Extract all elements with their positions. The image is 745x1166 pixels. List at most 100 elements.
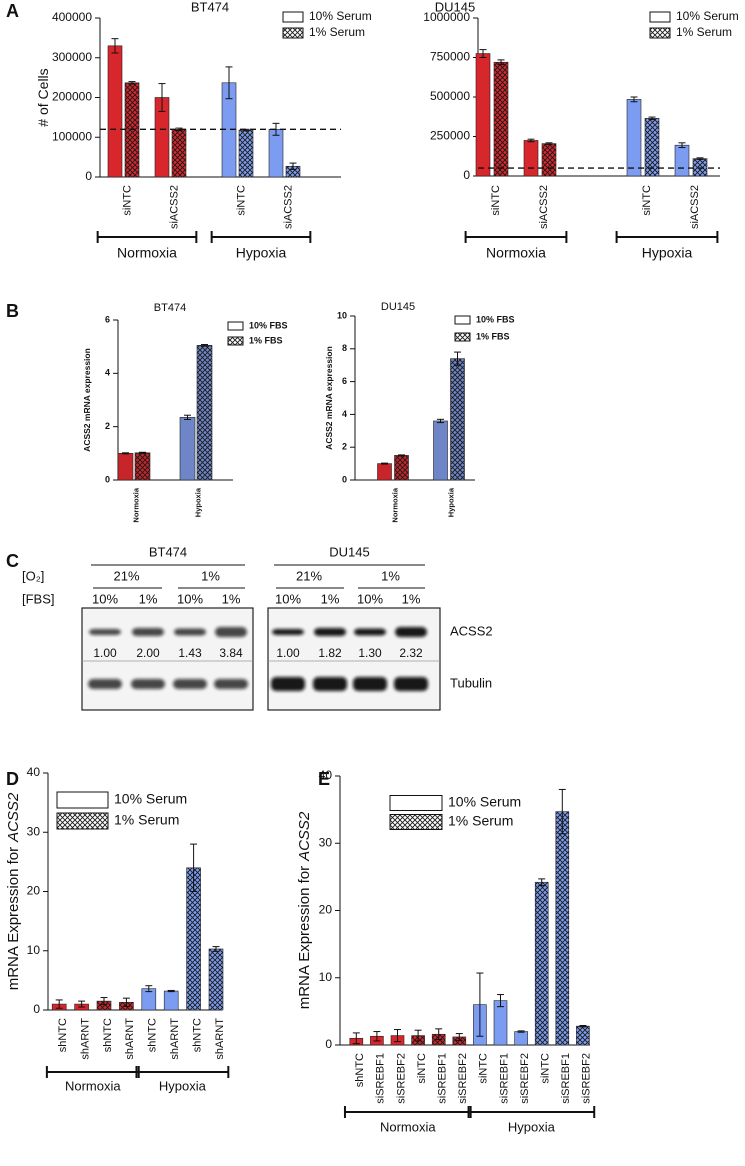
x-tick-label: siNTC — [235, 185, 247, 216]
bar — [692, 158, 708, 177]
group-label: Normoxia — [117, 245, 177, 261]
y-tick-label: 2 — [342, 442, 347, 452]
error-bar — [497, 994, 504, 1008]
y-tick-label: 20 — [27, 884, 41, 898]
bar — [555, 811, 570, 1046]
error-bar — [212, 946, 220, 952]
error-bar — [100, 997, 108, 1006]
legend-swatch — [56, 812, 109, 830]
y-tick-label: 200000 — [52, 90, 92, 104]
error-bar — [630, 96, 638, 103]
y-tick-label: 30 — [27, 824, 41, 838]
legend-label: 1% FBS — [249, 335, 283, 345]
y-tick-label: 1000000 — [423, 10, 470, 24]
bar — [541, 143, 557, 177]
x-tick-label: siSREBF2 — [581, 1053, 593, 1104]
legend-label: 10% Serum — [114, 791, 187, 807]
error-bar — [175, 127, 183, 131]
legend-swatch — [227, 321, 244, 331]
legend-swatch — [282, 11, 304, 23]
fbs-level: 10% — [275, 591, 301, 606]
x-tick-label: siACSS2 — [689, 185, 701, 229]
bar — [171, 129, 187, 178]
x-tick-label: Normoxia — [132, 487, 141, 522]
x-tick-label: shARNT — [124, 1018, 136, 1060]
y-axis-label-text: ACSS2 mRNA expression — [324, 346, 334, 450]
error-bar — [497, 59, 505, 66]
error-bar — [352, 1032, 360, 1045]
error-bar — [55, 999, 63, 1009]
error-bar — [167, 989, 175, 993]
error-bar — [648, 116, 656, 121]
fbs-level: 10% — [92, 591, 118, 606]
error-bar — [696, 157, 704, 160]
acss2-band — [89, 629, 121, 635]
acss2-band — [215, 627, 247, 637]
error-bar — [373, 1031, 381, 1042]
error-bar — [225, 66, 233, 100]
error-bar — [454, 351, 461, 366]
bar — [433, 420, 448, 481]
y-axis-label: mRNA Expression for ACSS2 — [5, 792, 22, 990]
y-axis-label-text: mRNA Expression for — [296, 866, 313, 1009]
x-tick-label: siNTC — [416, 1053, 428, 1084]
x-tick-label: siNTC — [539, 1053, 551, 1084]
error-bar — [122, 997, 130, 1007]
error-bar — [455, 1033, 463, 1041]
bar — [179, 417, 196, 481]
bar — [493, 61, 509, 177]
row-label: [O₂] — [22, 568, 44, 583]
acss2-band — [272, 629, 304, 635]
bar — [534, 881, 549, 1046]
chart-title: BT474 — [154, 302, 186, 314]
bar — [208, 948, 224, 1011]
legend-label: 1% Serum — [448, 813, 513, 829]
band-quantification: 2.32 — [399, 646, 423, 660]
group-label: Hypoxia — [159, 1078, 207, 1093]
legend-swatch — [454, 315, 471, 325]
band-quantification: 3.84 — [219, 646, 243, 660]
y-tick-label: 40 — [27, 765, 41, 779]
panel-label: B — [6, 301, 19, 321]
fbs-level: 1% — [222, 591, 241, 606]
o2-level: 21% — [113, 568, 139, 583]
o2-level: 21% — [296, 568, 322, 583]
x-tick-label: siSREBF1 — [375, 1053, 387, 1104]
fbs-level: 10% — [357, 591, 383, 606]
legend-label: 10% Serum — [448, 794, 521, 810]
x-tick-label: shARNT — [79, 1018, 91, 1060]
error-bar — [437, 418, 444, 424]
y-tick-label: 2 — [105, 421, 110, 431]
group-label: Normoxia — [65, 1078, 121, 1093]
legend-label: 10% FBS — [249, 320, 288, 330]
error-bar — [398, 454, 405, 457]
band-quantification: 1.82 — [318, 646, 342, 660]
bar — [644, 118, 660, 177]
legend-label: 10% Serum — [309, 9, 372, 23]
chart-title: DU145 — [435, 0, 475, 14]
bar — [514, 1031, 528, 1046]
y-axis-label: # of Cells — [35, 68, 51, 126]
tubulin-band — [214, 679, 248, 689]
error-bar — [538, 878, 546, 887]
o2-level: 1% — [201, 568, 220, 583]
y-tick-label: 4 — [342, 409, 347, 419]
y-tick-label: 10 — [319, 970, 333, 984]
bar — [394, 455, 409, 481]
x-tick-label: siSREBF2 — [519, 1053, 531, 1104]
y-tick-label: 400000 — [52, 10, 92, 24]
legend-label: 1% Serum — [309, 25, 365, 39]
y-tick-label: 6 — [342, 376, 347, 386]
legend-label: 10% FBS — [476, 314, 515, 324]
o2-level: 1% — [381, 568, 400, 583]
error-bar — [479, 49, 487, 58]
fbs-level: 1% — [321, 591, 340, 606]
y-tick-label: 6 — [105, 314, 110, 324]
legend-label: 10% Serum — [676, 9, 739, 23]
tubulin-band — [88, 679, 122, 689]
acss2-band — [395, 627, 427, 637]
x-tick-label: siSREBF1 — [498, 1053, 510, 1104]
protein-label: Tubulin — [450, 675, 492, 690]
